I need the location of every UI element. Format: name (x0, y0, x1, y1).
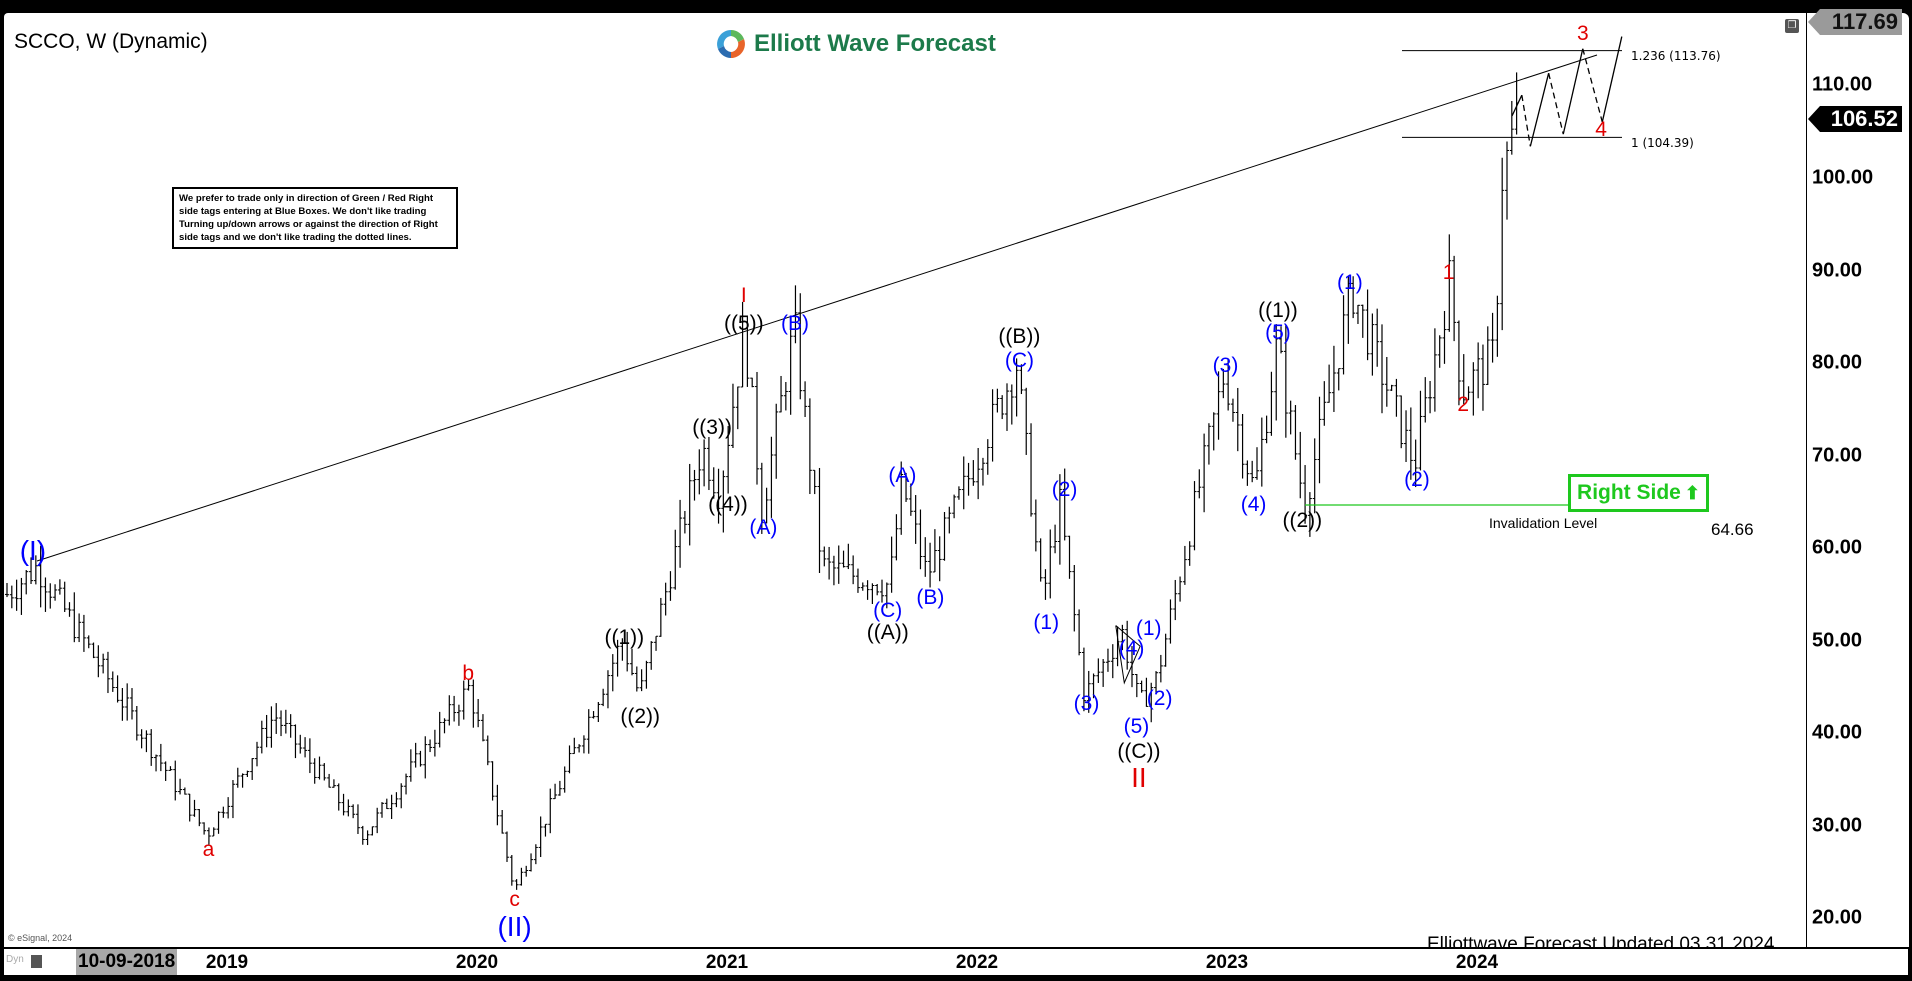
wave-label: (5) (1123, 714, 1150, 738)
y-tick-label: 70.00 (1812, 444, 1863, 467)
projection-path (1582, 48, 1603, 123)
wave-label: (4) (1118, 636, 1145, 660)
fib-1-label: 1 (104.39) (1631, 136, 1694, 150)
restore-window-icon[interactable]: ❐ (1785, 19, 1799, 33)
chart-svg (5, 36, 1707, 890)
brand-logo: Elliott Wave Forecast (714, 27, 996, 61)
wave-label: ((A)) (866, 620, 909, 644)
projection-path (1601, 36, 1623, 123)
dyn-label: Dyn (6, 954, 24, 965)
wave-label: c (509, 887, 520, 911)
last-price-tag: 106.52 (1808, 106, 1902, 132)
wave-label: (2) (1051, 478, 1078, 502)
wave-label: (A) (749, 516, 778, 539)
y-tick-label: 80.00 (1812, 351, 1863, 374)
wave-label: 2 (1457, 392, 1470, 416)
price-axis[interactable] (1806, 13, 1909, 947)
projection-path (1562, 48, 1584, 135)
projection-path (1521, 95, 1531, 147)
fib-1236-label: 1.236 (113.76) (1631, 49, 1721, 63)
wave-label: (B) (781, 312, 810, 336)
x-tick-label: 2020 (455, 952, 499, 973)
wave-label: (C) (1004, 348, 1034, 372)
y-tick-label: 50.00 (1812, 629, 1863, 652)
wave-label: (1) (1033, 611, 1060, 635)
wave-label: (1) (1337, 270, 1363, 294)
logo-icon (717, 30, 745, 58)
wave-label: I (740, 284, 747, 308)
wave-label: ((1)) (604, 625, 645, 649)
y-tick-label: 110.00 (1812, 73, 1873, 96)
wave-label: ((2)) (620, 705, 660, 728)
wave-label: 4 (1595, 118, 1607, 142)
wave-label: (2) (1146, 686, 1173, 710)
time-axis[interactable]: Dyn 10-09-2018 (4, 948, 1908, 975)
projection-path (1529, 73, 1550, 147)
y-tick-label: 40.00 (1812, 721, 1863, 744)
wave-label: ((1)) (1258, 298, 1298, 322)
invalidation-value: 64.66 (1711, 520, 1754, 539)
brand-name: Elliott Wave Forecast (754, 30, 996, 57)
y-tick-label: 20.00 (1812, 906, 1863, 929)
x-tick-label: 2022 (955, 952, 999, 973)
wave-label: (5) (1265, 320, 1291, 344)
wave-label: b (462, 662, 475, 686)
up-arrow-icon: ⬆ (1684, 482, 1700, 503)
x-tick-label: 2019 (205, 952, 249, 973)
symbol-title: SCCO, W (Dynamic) (14, 30, 208, 53)
wave-label: (C) (873, 598, 903, 622)
wave-label: ((2)) (1282, 508, 1323, 532)
y-tick-label: 90.00 (1812, 259, 1863, 281)
y-tick-label: 60.00 (1812, 536, 1863, 559)
wave-label: (B) (916, 585, 945, 609)
wave-label: (2) (1404, 468, 1430, 492)
wave-label: (II) (497, 910, 532, 942)
wave-label: ((4)) (708, 492, 748, 516)
lock-icon[interactable] (31, 955, 42, 968)
copyright: © eSignal, 2024 (8, 933, 73, 943)
x-tick-label: 2023 (1205, 952, 1249, 973)
y-tick-label: 30.00 (1812, 814, 1863, 837)
triangle-pattern (1115, 625, 1141, 685)
wave-label: (3) (1073, 691, 1100, 715)
wave-label: (I) (19, 535, 47, 567)
invalidation-label: Invalidation Level (1489, 515, 1598, 531)
wave-label: 1 (1442, 261, 1455, 285)
projection-path (1511, 94, 1523, 117)
wave-label: (4) (1240, 492, 1267, 516)
wave-label: ((B)) (998, 324, 1041, 348)
wave-label: a (202, 837, 215, 861)
right-side-label: Right Side (1577, 481, 1681, 504)
wave-label: ((5)) (724, 312, 764, 336)
right-side-tag: Right Side ⬆ (1568, 474, 1709, 512)
projection-path (1548, 73, 1564, 135)
high-price-tag: 117.69 (1808, 9, 1902, 35)
cursor-date: 10-09-2018 (76, 949, 178, 975)
wave-label: (1) (1135, 617, 1162, 641)
x-tick-label: 2021 (705, 952, 749, 973)
wave-label: (3) (1212, 353, 1239, 377)
x-tick-label: 2024 (1455, 952, 1499, 973)
y-tick-label: 100.00 (1812, 166, 1874, 189)
wave-label: 3 (1576, 22, 1589, 46)
wave-label: ((3)) (692, 416, 732, 439)
wave-label: II (1131, 761, 1147, 793)
wave-label: (A) (888, 463, 917, 487)
wave-label: ((C)) (1117, 740, 1161, 764)
trading-note: We prefer to trade only in direction of … (172, 187, 458, 249)
trend-line (36, 54, 1598, 562)
price-plot[interactable]: SCCO, W (Dynamic) Elliott Wave Forecast … (4, 13, 1806, 955)
